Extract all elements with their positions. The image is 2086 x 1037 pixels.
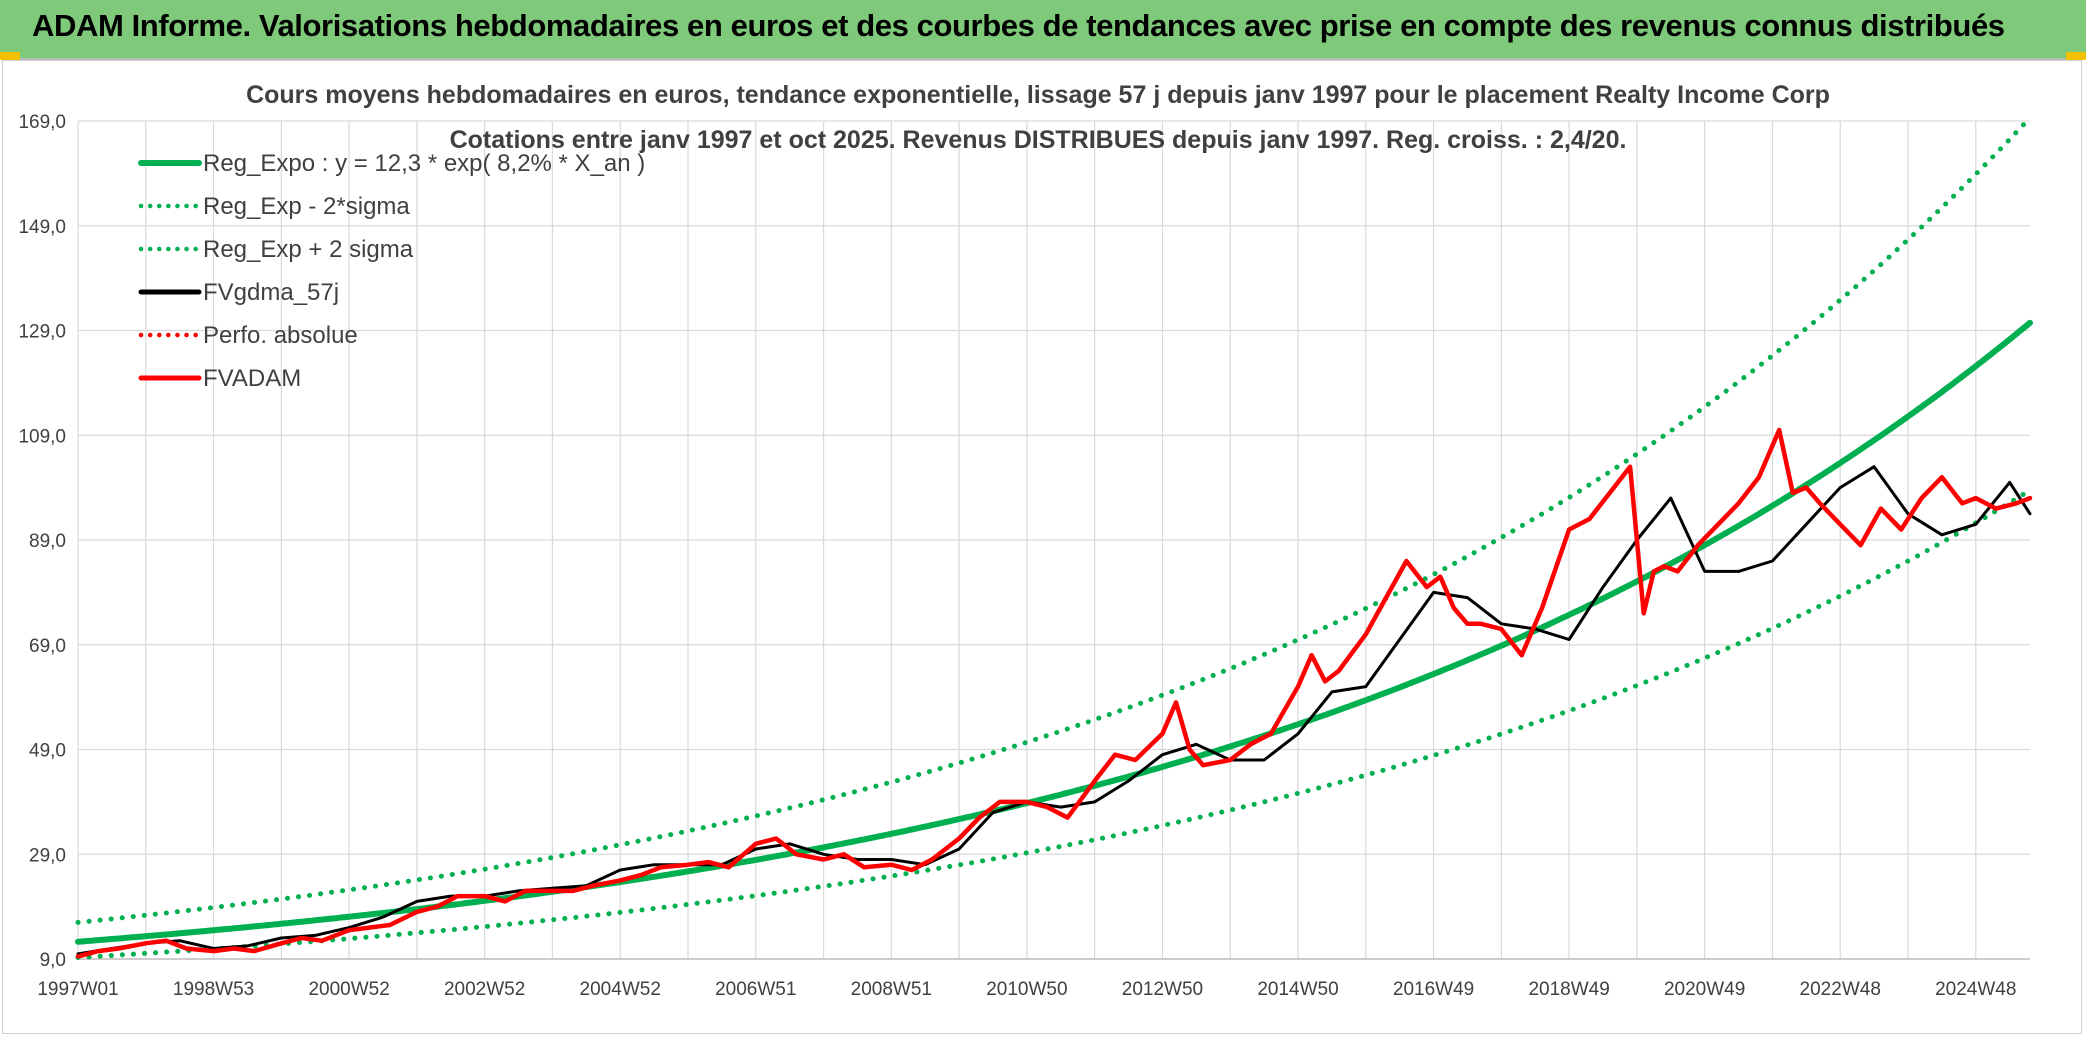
x-tick-label: 2006W51	[715, 979, 796, 1000]
report-header: ADAM Informe. Valorisations hebdomadaire…	[0, 0, 2086, 60]
series-line-5	[75, 427, 2033, 959]
x-tick-label: 2002W52	[444, 979, 525, 1000]
x-tick-label: 2012W50	[1122, 979, 1203, 1000]
legend-label: Reg_Expo : y = 12,3 * exp( 8,2% * X_an )	[203, 150, 645, 177]
x-tick-label: 2010W50	[986, 979, 1067, 1000]
y-tick-label: 9,0	[40, 950, 66, 971]
x-tick-label: 2008W51	[851, 979, 932, 1000]
x-tick-label: 2016W49	[1393, 979, 1474, 1000]
trend-chart: 9,0 29,0 49,0 69,0 89,0 109,0 129,0 149,0 169,0 1…	[18, 81, 2033, 1000]
chart-title: Cours moyens hebdomadaires en euros, ten…	[246, 81, 1830, 154]
x-tick-label: 2004W52	[580, 979, 661, 1000]
y-tick-label: 89,0	[29, 531, 66, 552]
legend-label: FVADAM	[203, 365, 301, 392]
series-line-3	[76, 465, 2032, 956]
corner-marker-left	[0, 52, 20, 60]
corner-marker-right	[2066, 52, 2086, 60]
legend-label: Reg_Exp - 2*sigma	[203, 193, 410, 220]
x-tick-label: 1998W53	[173, 979, 254, 1000]
x-tick-label: 2020W49	[1664, 979, 1745, 1000]
x-tick-label: 2018W49	[1528, 979, 1609, 1000]
y-tick-label: 149,0	[18, 217, 66, 238]
y-tick-label: 49,0	[29, 741, 66, 762]
x-tick-label: 1997W01	[37, 979, 118, 1000]
chart-title-line1: Cours moyens hebdomadaires en euros, ten…	[246, 81, 1830, 109]
x-tick-label: 2022W48	[1800, 979, 1881, 1000]
y-tick-label: 129,0	[18, 322, 66, 343]
x-tick-label: 2014W50	[1257, 979, 1338, 1000]
series-line-1	[75, 487, 2033, 960]
chart-area: 9,0 29,0 49,0 69,0 89,0 109,0 129,0 149,0 169,0 1…	[2, 60, 2082, 1034]
legend-label: Perfo. absolue	[203, 322, 358, 349]
legend-label: Reg_Exp + 2 sigma	[203, 236, 414, 263]
y-tick-label: 29,0	[29, 845, 66, 866]
series	[75, 115, 2033, 960]
y-tick-label: 109,0	[18, 426, 66, 447]
report-title: ADAM Informe. Valorisations hebdomadaire…	[32, 8, 2005, 43]
legend: Reg_Expo : y = 12,3 * exp( 8,2% * X_an )…	[138, 150, 645, 392]
x-tick-label: 2024W48	[1935, 979, 2016, 1000]
series-line-0	[75, 319, 2033, 945]
x-tick-label: 2000W52	[308, 979, 389, 1000]
axes: 9,0 29,0 49,0 69,0 89,0 109,0 129,0 149,0 169,0 1…	[18, 112, 2030, 1000]
y-tick-label: 69,0	[29, 636, 66, 657]
y-tick-label: 169,0	[18, 112, 66, 133]
legend-label: FVgdma_57j	[203, 279, 339, 306]
chart-title-line2: Cotations entre janv 1997 et oct 2025. R…	[450, 126, 1627, 154]
